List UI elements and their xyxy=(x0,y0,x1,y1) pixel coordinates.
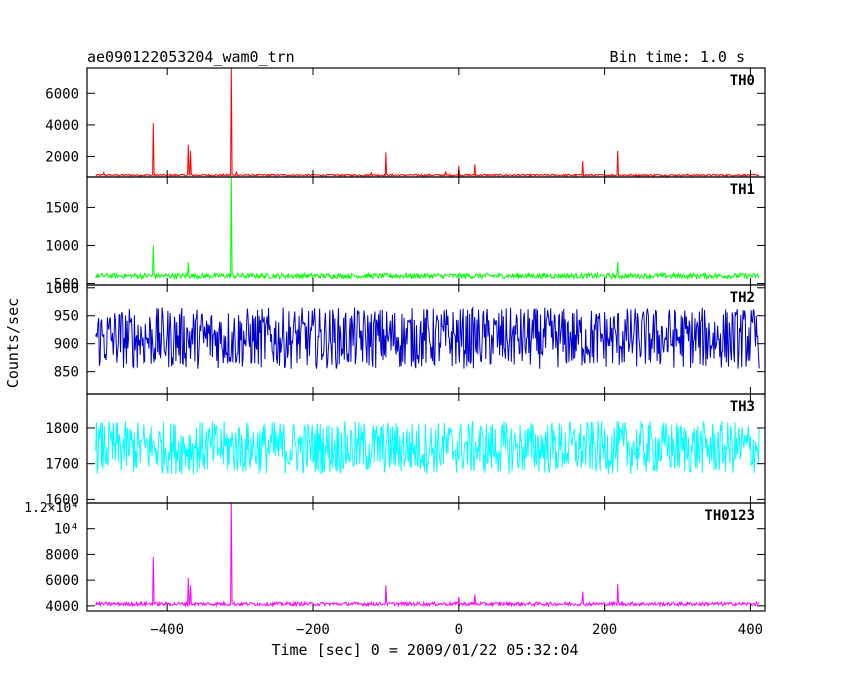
y-tick-label: 1000 xyxy=(45,281,79,297)
y-tick-label: 500 xyxy=(54,276,79,292)
panel-label: TH0 xyxy=(730,73,755,89)
series-line-th1 xyxy=(95,177,760,281)
x-tick-label: 0 xyxy=(455,622,463,638)
y-tick-label: 4000 xyxy=(45,118,79,134)
y-tick-label: 1700 xyxy=(45,457,79,473)
y-tick-label: 6000 xyxy=(45,86,79,102)
chart-title: ae090122053204_wam0_trn xyxy=(87,48,295,66)
panel-label: TH0123 xyxy=(704,508,755,524)
y-tick-label: 950 xyxy=(54,309,79,325)
series-line-th0 xyxy=(95,68,760,177)
panel-th0123: TH0123 4000 6000 8000 10⁴ 1.2×10⁴ xyxy=(24,501,766,615)
y-tick-label: 2000 xyxy=(45,149,79,165)
y-tick-label: 6000 xyxy=(45,573,79,589)
panel-label: TH1 xyxy=(730,182,755,198)
x-tick-label: 400 xyxy=(738,622,763,638)
y-tick-label: 1500 xyxy=(45,200,79,216)
y-tick-label: 4000 xyxy=(45,599,79,615)
panel-label: TH2 xyxy=(730,290,755,306)
panel-th2: TH2 850 900 950 1000 xyxy=(45,281,766,395)
x-axis-label: Time [sec] 0 = 2009/01/22 05:32:04 xyxy=(271,641,578,659)
panel-label: TH3 xyxy=(730,399,755,415)
panel-th3: TH3 1600 1700 1800 xyxy=(45,393,766,508)
x-tick-label: 200 xyxy=(592,622,617,638)
x-axis: −400 −200 0 200 400 xyxy=(150,622,763,638)
x-tick-label: −200 xyxy=(296,622,330,638)
y-tick-label: 8000 xyxy=(45,547,79,563)
y-tick-label: 1000 xyxy=(45,238,79,254)
panels-group: TH0200040006000TH150010001500TH285090095… xyxy=(24,67,766,615)
bin-time-label: Bin time: 1.0 s xyxy=(610,48,745,66)
y-tick-label: 1600 xyxy=(45,492,79,508)
y-tick-label: 1.2×10⁴ xyxy=(24,501,79,516)
x-tick-label: −400 xyxy=(150,622,184,638)
y-tick-label: 850 xyxy=(54,365,79,381)
y-axis-label: Counts/sec xyxy=(4,298,22,388)
series-line-th3 xyxy=(95,420,760,475)
panel-th0: TH0 2000 4000 6000 xyxy=(45,67,766,178)
series-line-th2 xyxy=(95,306,760,369)
y-tick-label: 10⁴ xyxy=(54,522,79,538)
series-line-th0123 xyxy=(95,503,760,608)
y-tick-label: 1800 xyxy=(45,421,79,437)
panel-th1: TH1 500 1000 1500 xyxy=(45,176,766,292)
y-tick-label: 900 xyxy=(54,337,79,353)
panel-frame xyxy=(86,502,766,612)
